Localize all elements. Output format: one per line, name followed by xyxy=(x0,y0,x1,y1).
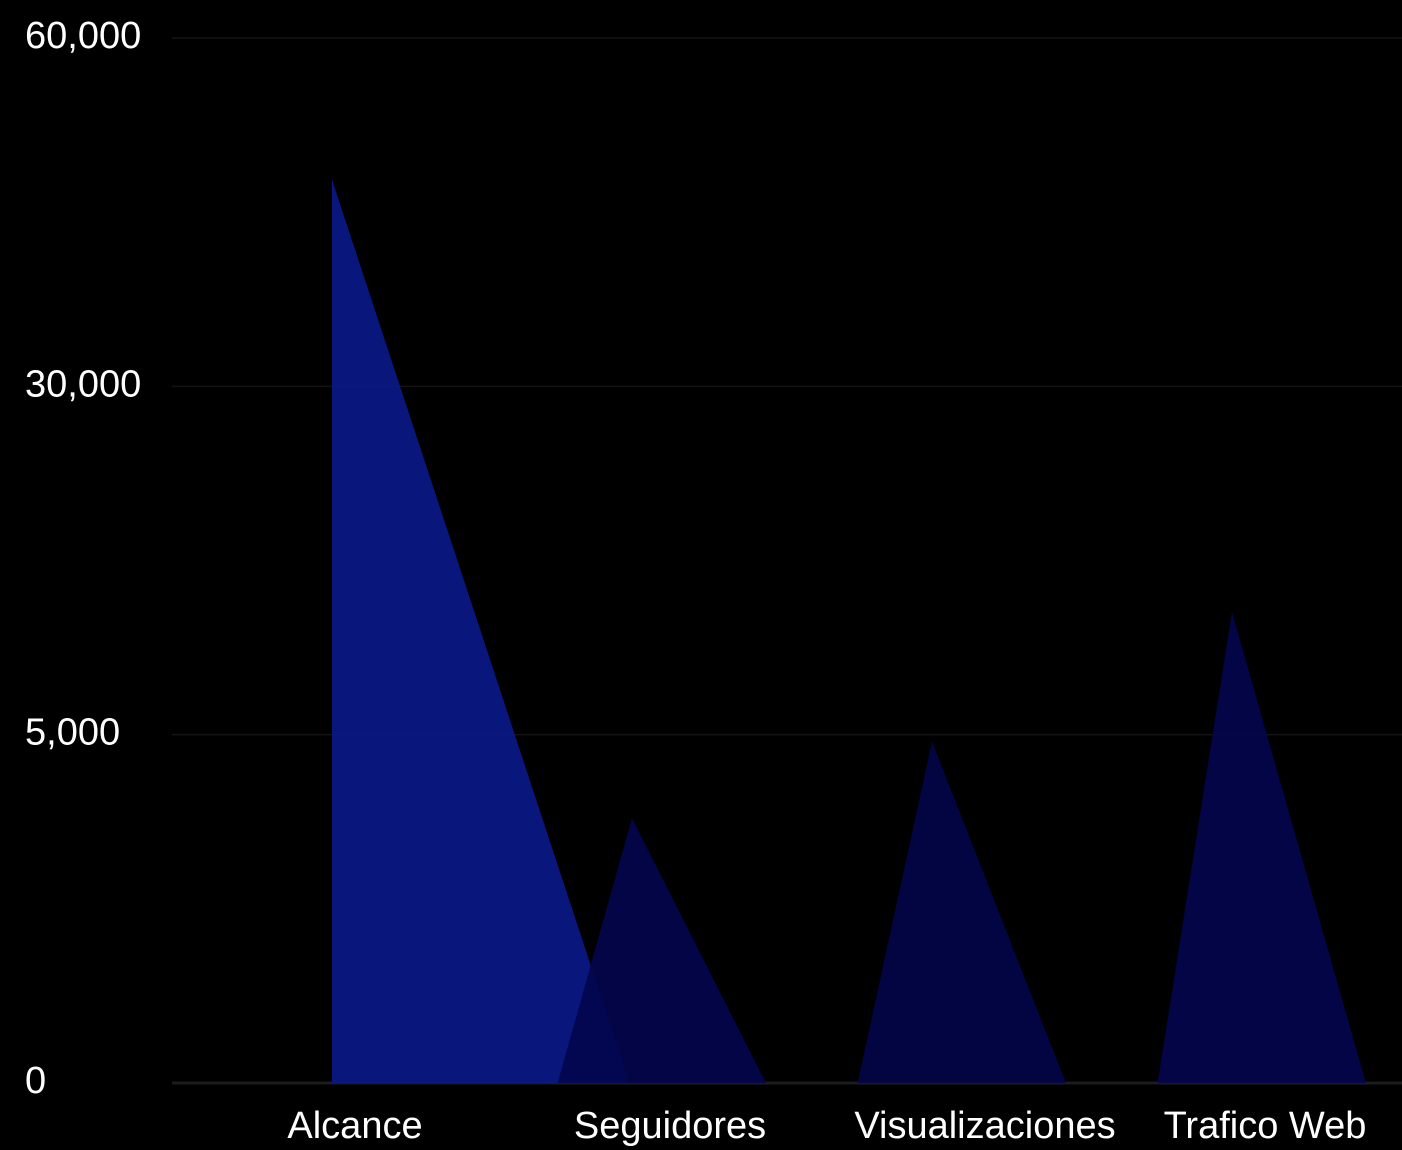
x-tick-label: Alcance xyxy=(287,1105,422,1147)
y-tick-label: 5,000 xyxy=(25,712,120,754)
y-tick-label: 0 xyxy=(25,1060,46,1102)
x-tick-label: Seguidores xyxy=(574,1105,766,1147)
y-tick-label: 30,000 xyxy=(25,363,141,405)
x-tick-label: Visualizaciones xyxy=(854,1105,1115,1147)
y-tick-label: 60,000 xyxy=(25,15,141,57)
area-peak xyxy=(557,818,766,1083)
area-peak xyxy=(332,179,630,1084)
area-peak xyxy=(1157,612,1366,1083)
area-peak xyxy=(857,741,1066,1083)
x-tick-label: Trafico Web xyxy=(1164,1105,1367,1147)
